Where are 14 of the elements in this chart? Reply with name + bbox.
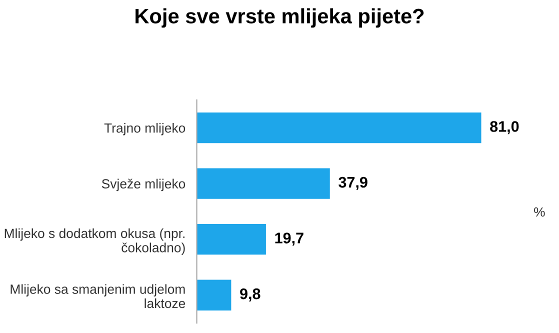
y-tick-label: Svježe mlijeko — [102, 178, 186, 192]
bar — [196, 280, 232, 310]
bar — [196, 224, 266, 255]
data-label: 37,9 — [338, 176, 368, 190]
text: % — [534, 207, 545, 217]
data-label: 9,8 — [240, 288, 260, 302]
bar — [196, 168, 330, 199]
y-tick-label: Trajno mlijeko — [104, 123, 186, 136]
data-label: 19,7 — [275, 232, 304, 246]
y-tick-label: Mlijeko s dodatkom okusa (npr. čokoladno) — [4, 228, 185, 255]
data-label: 81,0 — [490, 121, 519, 134]
chart-title: Koje sve vrste mlijeka pijete? — [136, 8, 424, 28]
y-tick-label: Mlijeko sa smanjenim udjelom laktoze — [10, 284, 186, 308]
bar — [196, 112, 482, 144]
